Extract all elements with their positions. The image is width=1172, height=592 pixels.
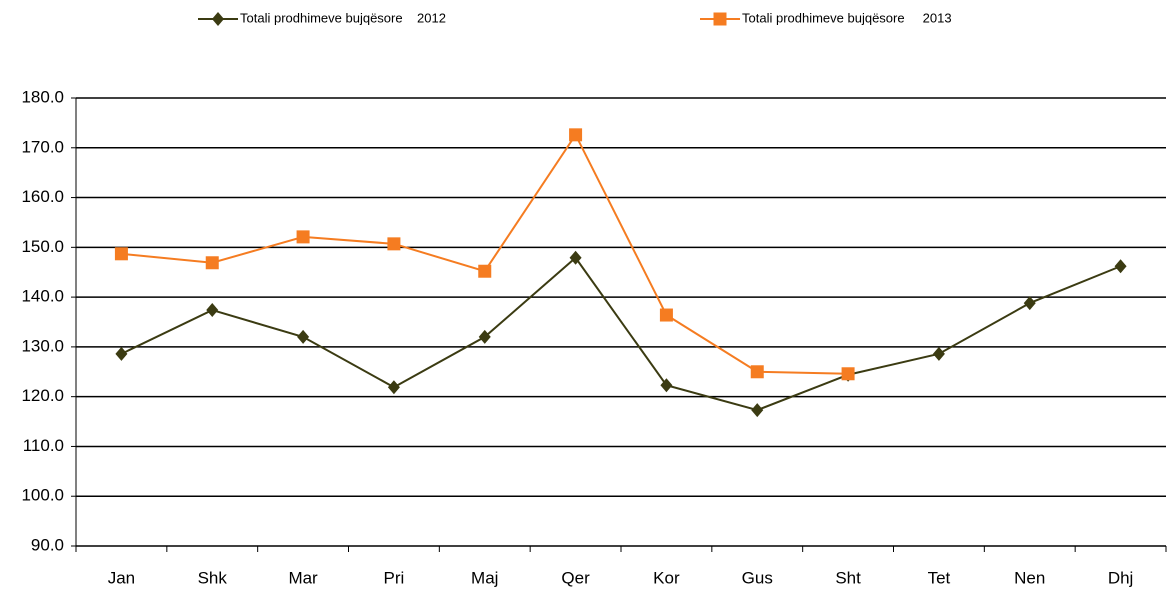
data-point [478, 329, 491, 344]
x-tick-label: Kor [653, 568, 680, 587]
data-point [932, 346, 945, 361]
data-point [115, 346, 128, 361]
data-point [1114, 259, 1127, 274]
x-tick-label: Tet [928, 568, 951, 587]
data-point [478, 264, 492, 278]
y-tick-label: 140.0 [21, 287, 64, 306]
y-tick-label: 110.0 [23, 436, 64, 455]
legend-label: Totali prodhimeve bujqësore 2013 [742, 10, 952, 25]
data-point [841, 367, 855, 381]
data-point [660, 378, 673, 393]
data-point [205, 256, 219, 270]
y-tick-label: 160.0 [21, 187, 64, 206]
x-tick-label: Pri [384, 568, 405, 587]
y-tick-label: 150.0 [21, 237, 64, 256]
data-point [659, 308, 673, 322]
data-point [569, 128, 583, 142]
x-tick-label: Qer [561, 568, 590, 587]
y-tick-label: 170.0 [21, 137, 64, 156]
x-tick-label: Shk [198, 568, 228, 587]
x-tick-label: Jan [108, 568, 135, 587]
y-tick-label: 100.0 [21, 486, 64, 505]
data-point [387, 237, 401, 251]
data-point [1023, 296, 1036, 311]
data-point [206, 303, 219, 318]
x-tick-label: Maj [471, 568, 498, 587]
data-point [297, 329, 310, 344]
y-tick-label: 120.0 [21, 386, 64, 405]
x-tick-label: Nen [1014, 568, 1045, 587]
x-tick-label: Gus [742, 568, 773, 587]
y-tick-label: 90.0 [31, 535, 64, 554]
x-tick-label: Mar [288, 568, 318, 587]
legend-label: Totali prodhimeve bujqësore 2012 [240, 10, 446, 25]
data-point [387, 380, 400, 395]
x-tick-label: Dhj [1108, 568, 1134, 587]
data-point [750, 365, 764, 379]
legend-marker [713, 12, 727, 26]
x-tick-label: Sht [835, 568, 861, 587]
data-point [296, 230, 310, 244]
legend-marker [212, 12, 224, 26]
data-point [114, 247, 128, 261]
data-point [569, 250, 582, 265]
y-tick-label: 180.0 [21, 87, 64, 106]
data-point [751, 403, 764, 418]
y-tick-label: 130.0 [21, 336, 64, 355]
series-line [120, 256, 1121, 412]
